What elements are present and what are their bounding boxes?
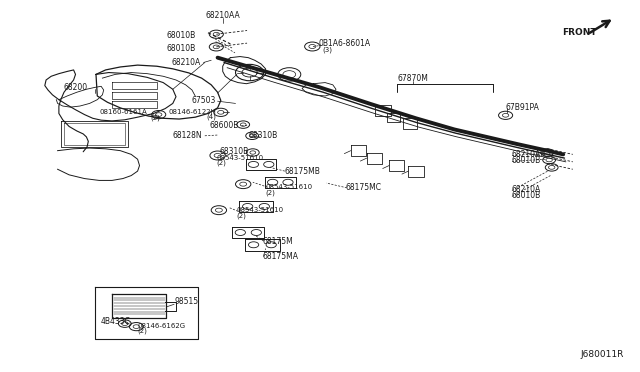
Text: 68210A: 68210A <box>171 58 200 67</box>
Text: 68010B: 68010B <box>166 44 196 53</box>
Text: 68310B: 68310B <box>248 131 278 140</box>
Text: (2): (2) <box>237 212 246 219</box>
Text: 98515: 98515 <box>174 297 198 306</box>
Text: 68010B: 68010B <box>512 156 541 165</box>
Text: 08146-6162G: 08146-6162G <box>138 323 186 329</box>
Text: 67503: 67503 <box>192 96 216 105</box>
Text: J680011R: J680011R <box>580 350 624 359</box>
Text: FRONT: FRONT <box>562 28 596 37</box>
Text: (2): (2) <box>216 160 226 166</box>
Text: 67B91PA: 67B91PA <box>506 103 540 112</box>
Text: 08543-51610: 08543-51610 <box>216 155 264 161</box>
Text: 68128N: 68128N <box>173 131 202 140</box>
Text: 08543-51610: 08543-51610 <box>266 184 313 190</box>
Text: 08543-51610: 08543-51610 <box>237 207 284 213</box>
Text: 68175MB: 68175MB <box>285 167 321 176</box>
Text: 08146-6122H: 08146-6122H <box>168 109 216 115</box>
Text: (2): (2) <box>266 189 275 196</box>
Text: 68175MA: 68175MA <box>262 252 298 261</box>
Text: 68010B: 68010B <box>512 191 541 200</box>
Text: 67870M: 67870M <box>397 74 428 83</box>
Text: 68175M: 68175M <box>262 237 293 246</box>
Text: 68210A: 68210A <box>512 185 541 194</box>
Text: (3): (3) <box>322 46 332 53</box>
Text: (2): (2) <box>138 328 147 334</box>
Text: (2): (2) <box>150 115 160 121</box>
Text: 68175MC: 68175MC <box>346 183 381 192</box>
Text: (4): (4) <box>207 114 216 121</box>
Text: 08160-6161A: 08160-6161A <box>99 109 147 115</box>
Text: 68310B: 68310B <box>220 147 249 156</box>
Text: 68210AA: 68210AA <box>512 150 547 159</box>
Text: 0B1A6-8601A: 0B1A6-8601A <box>319 39 371 48</box>
Text: 4B433C: 4B433C <box>101 317 131 326</box>
Text: 68200: 68200 <box>63 83 88 92</box>
Text: 68600B: 68600B <box>210 121 239 130</box>
Text: 68210AA: 68210AA <box>205 11 240 20</box>
Text: 68010B: 68010B <box>166 31 196 40</box>
